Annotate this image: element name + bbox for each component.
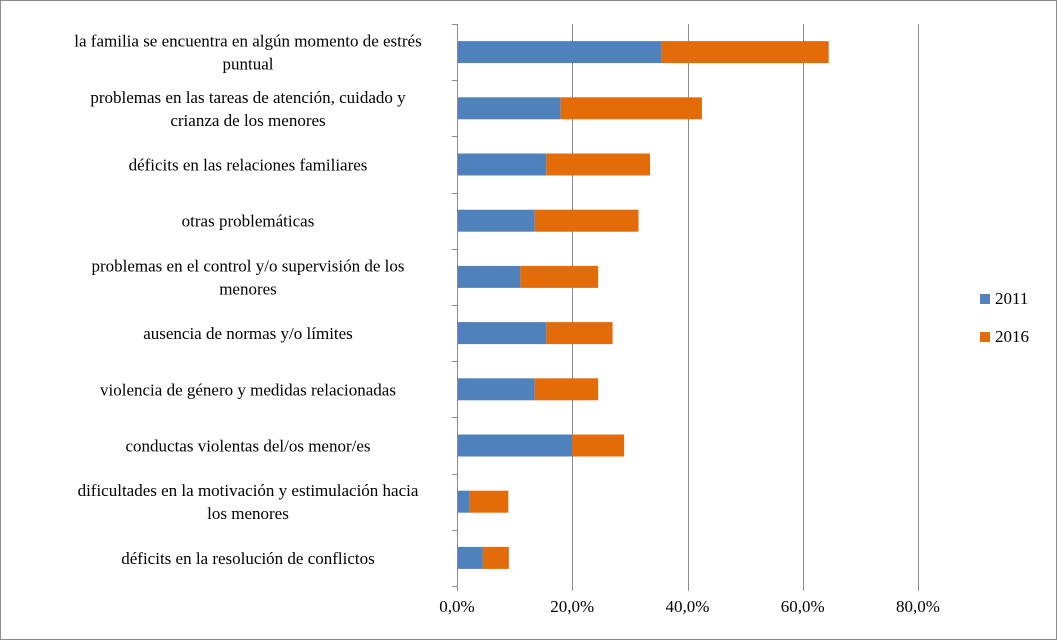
bar-2016-3 (546, 153, 651, 176)
legend-swatch-2011 (980, 294, 990, 304)
bar-2011-10 (457, 546, 483, 569)
legend-label-2016: 2016 (995, 327, 1029, 346)
category-label-2: problemas en las tareas de atención, cui… (90, 88, 406, 130)
bar-2011-1 (457, 41, 662, 64)
legend-label-2011: 2011 (995, 289, 1028, 308)
bar-2011-2 (457, 97, 561, 120)
bar-2016-4 (534, 209, 639, 232)
x-tick-label-40: 40,0% (666, 597, 710, 616)
category-label-8: conductas violentas del/os menor/es (125, 437, 370, 456)
x-tick-label-0: 0,0% (439, 597, 474, 616)
bar-2016-7 (534, 378, 599, 401)
bar-2016-1 (661, 41, 829, 64)
x-tick-label-80: 80,0% (896, 597, 940, 616)
bar-2016-5 (520, 265, 599, 288)
bar-2011-8 (457, 434, 573, 457)
legend: 2011 2016 (980, 289, 1029, 346)
x-tick-label-20: 20,0% (550, 597, 594, 616)
bar-2016-10 (482, 546, 509, 569)
category-label-4: otras problemáticas (182, 212, 315, 231)
bar-2011-3 (457, 153, 547, 176)
bar-2016-2 (560, 97, 702, 120)
axes (452, 24, 919, 591)
bar-2011-5 (457, 265, 521, 288)
legend-swatch-2016 (980, 332, 990, 342)
bar-2011-6 (457, 322, 547, 345)
x-tick-labels: 0,0% 20,0% 40,0% 60,0% 80,0% (439, 597, 940, 616)
category-label-6: ausencia de normas y/o límites (143, 324, 353, 343)
category-label-3: déficits en las relaciones familiares (129, 156, 368, 175)
bar-marks (457, 41, 829, 569)
bar-2016-9 (469, 490, 509, 513)
bar-2011-9 (457, 490, 470, 513)
category-label-7: violencia de género y medidas relacionad… (100, 380, 396, 399)
bar-2016-6 (546, 322, 613, 345)
bar-2016-8 (572, 434, 625, 457)
bar-2011-7 (457, 378, 535, 401)
category-label-1: la familia se encuentra en algún momento… (74, 32, 421, 74)
category-label-9: dificultades en la motivación y estimula… (78, 481, 419, 523)
x-tick-label-60: 60,0% (781, 597, 825, 616)
category-label-5: problemas en el control y/o supervisión … (91, 256, 404, 298)
category-label-10: déficits en la resolución de conflictos (121, 549, 375, 568)
bar-2011-4 (457, 209, 535, 232)
category-labels: la familia se encuentra en algún momento… (74, 32, 421, 568)
